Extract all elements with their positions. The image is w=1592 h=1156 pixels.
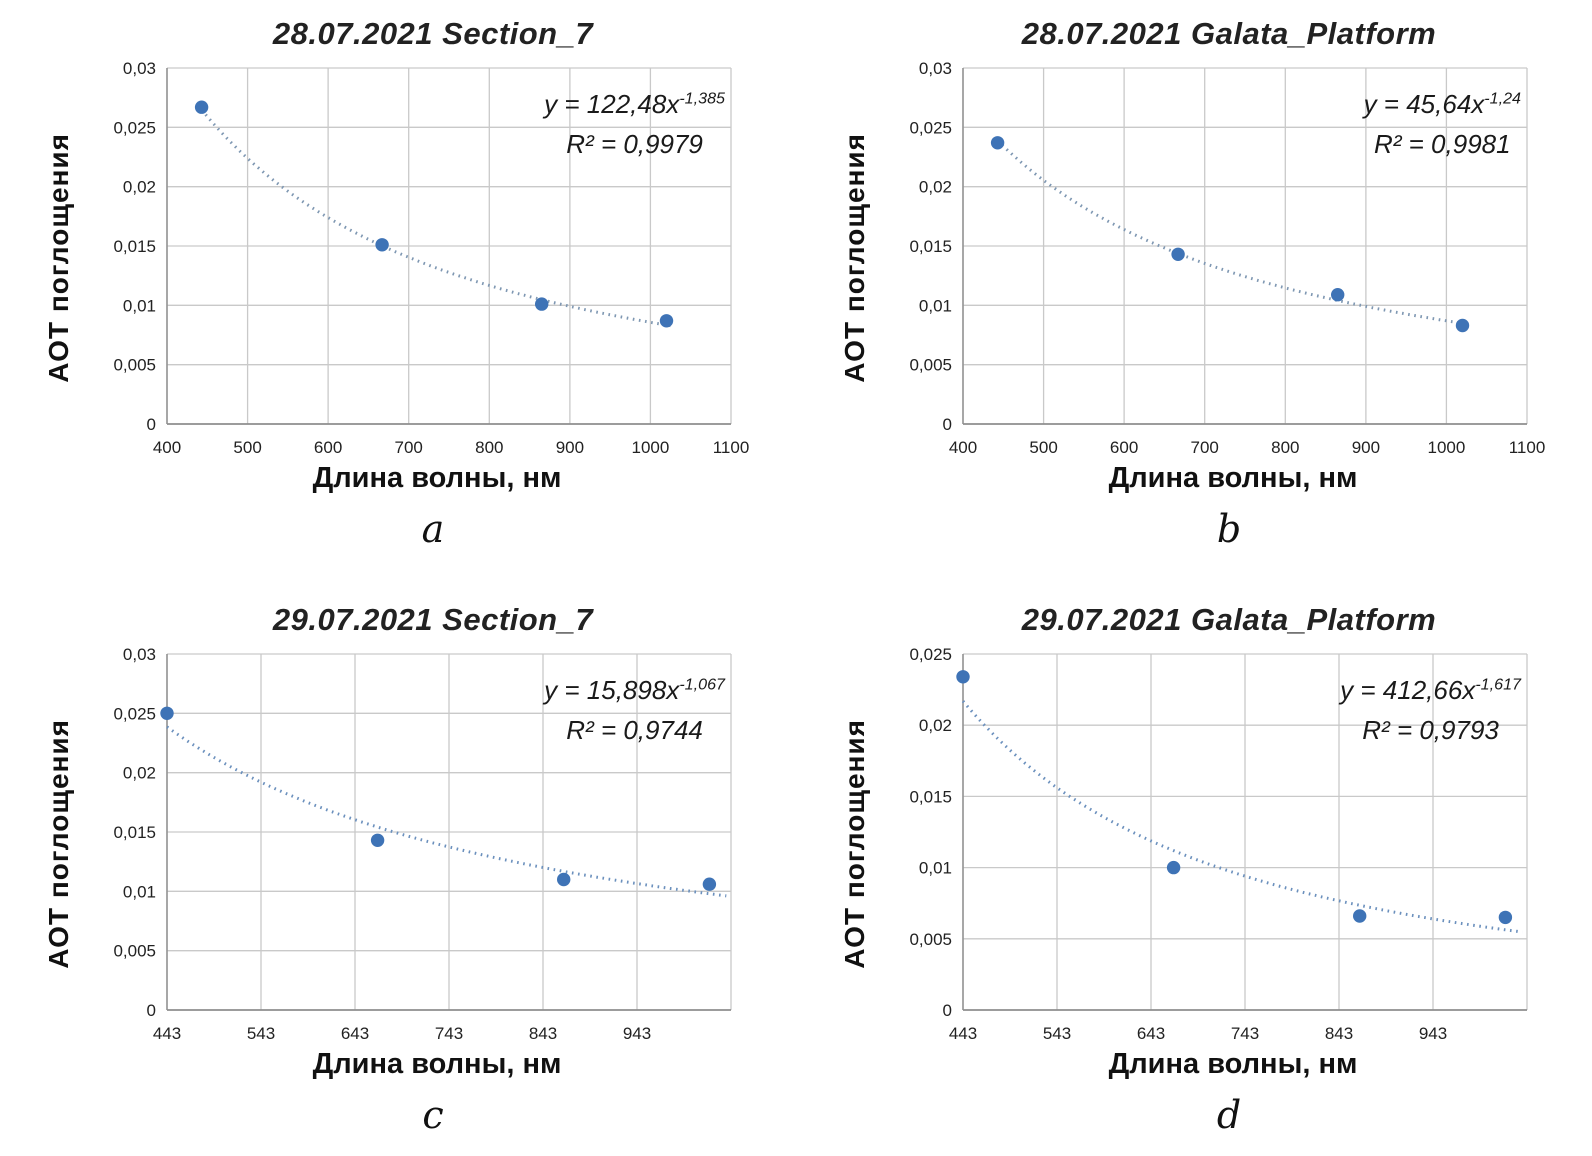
svg-text:0: 0 [147, 415, 156, 434]
svg-text:0,03: 0,03 [123, 645, 156, 664]
y-axis-title: АОТ поглощения [43, 719, 74, 969]
svg-text:400: 400 [949, 438, 977, 457]
svg-text:0,005: 0,005 [113, 356, 156, 375]
svg-text:543: 543 [1043, 1024, 1071, 1043]
svg-text:943: 943 [623, 1024, 651, 1043]
svg-text:443: 443 [153, 1024, 181, 1043]
y-axis-title: АОТ поглощения [839, 719, 870, 969]
plot-area: 0 0,005 0,01 0,015 0,02 0,025 443 543 643 743 843 9… [909, 645, 1528, 1043]
svg-text:0,005: 0,005 [909, 930, 952, 949]
plot-area: 0 0,005 0,01 0,015 0,02 0,025 0,03 400 500 600 700… [113, 59, 750, 457]
x-axis-title: Длина волны, нм [312, 462, 562, 494]
equation-r2: R² = 0,9981 [1373, 129, 1511, 160]
svg-text:0,005: 0,005 [909, 356, 952, 375]
trend-equation: y = 15,898x-1,067 R² = 0,9744 [544, 670, 725, 751]
svg-text:600: 600 [1110, 438, 1138, 457]
svg-text:0,02: 0,02 [123, 764, 156, 783]
svg-text:0,015: 0,015 [113, 823, 156, 842]
svg-text:0,015: 0,015 [909, 237, 952, 256]
chart-panel-d: 29.07.2021 Galata_Platform АОТ поглощени… [796, 560, 1592, 1156]
subfigure-letter: a [421, 507, 445, 551]
svg-text:543: 543 [247, 1024, 275, 1043]
svg-text:500: 500 [1029, 438, 1057, 457]
svg-text:700: 700 [1191, 438, 1219, 457]
trend-equation: y = 122,48x-1,385 R² = 0,9979 [544, 84, 725, 165]
svg-text:1000: 1000 [1427, 438, 1465, 457]
chart-body: АОТ поглощения 0 0,005 0,01 0,015 0,02 0,025 0… [833, 56, 1555, 460]
y-axis-title: АОТ поглощения [839, 133, 870, 383]
svg-text:700: 700 [395, 438, 423, 457]
svg-text:0,02: 0,02 [919, 178, 952, 197]
svg-text:0,025: 0,025 [113, 704, 156, 723]
svg-text:643: 643 [1137, 1024, 1165, 1043]
equation-r2: R² = 0,9744 [566, 715, 703, 746]
equation-r2: R² = 0,9793 [1362, 715, 1499, 746]
svg-text:0,015: 0,015 [113, 237, 156, 256]
svg-text:0,025: 0,025 [909, 118, 952, 137]
chart-body: АОТ поглощения 0 0,005 0,01 0,015 0,02 0,025 0… [37, 56, 759, 460]
svg-text:943: 943 [1419, 1024, 1447, 1043]
chart-title: 29.07.2021 Galata_Platform [1021, 602, 1437, 637]
x-axis-title: Длина волны, нм [1108, 462, 1358, 494]
plot-area: 0 0,005 0,01 0,015 0,02 0,025 0,03 443 543 643 743… [113, 645, 732, 1043]
svg-text:0,03: 0,03 [123, 59, 156, 78]
chart-title: 28.07.2021 Galata_Platform [1021, 16, 1437, 51]
svg-text:843: 843 [529, 1024, 557, 1043]
svg-text:0,015: 0,015 [909, 787, 952, 806]
svg-text:443: 443 [949, 1024, 977, 1043]
x-axis-title: Длина волны, нм [312, 1048, 562, 1080]
subfigure-letter: d [1216, 1093, 1242, 1137]
svg-text:0,025: 0,025 [909, 645, 952, 664]
chart-panel-b: 28.07.2021 Galata_Platform АОТ поглощени… [796, 0, 1592, 560]
y-axis-title: АОТ поглощения [43, 133, 74, 383]
svg-text:0: 0 [943, 415, 952, 434]
svg-text:643: 643 [341, 1024, 369, 1043]
chart-body: АОТ поглощения 0 0,005 0,01 0,015 0,02 0,025 0… [37, 642, 759, 1046]
svg-text:900: 900 [1352, 438, 1380, 457]
svg-text:1000: 1000 [631, 438, 669, 457]
svg-text:600: 600 [314, 438, 342, 457]
trend-equation: y = 45,64x-1,24 R² = 0,9981 [1364, 84, 1521, 165]
chart-title: 28.07.2021 Section_7 [272, 16, 594, 51]
svg-text:743: 743 [435, 1024, 463, 1043]
subfigure-letter: c [422, 1093, 444, 1137]
svg-text:0: 0 [147, 1001, 156, 1020]
svg-text:0,03: 0,03 [919, 59, 952, 78]
equation-r2: R² = 0,9979 [566, 129, 703, 160]
svg-text:1100: 1100 [713, 438, 750, 457]
equation-power: y = 15,898x-1,067 [544, 675, 725, 705]
svg-text:0,025: 0,025 [113, 118, 156, 137]
svg-text:0,01: 0,01 [919, 859, 952, 878]
svg-text:400: 400 [153, 438, 181, 457]
svg-text:0,01: 0,01 [123, 882, 156, 901]
subfigure-letter: b [1216, 507, 1242, 551]
svg-text:1100: 1100 [1509, 438, 1546, 457]
svg-text:800: 800 [475, 438, 503, 457]
chart-title: 29.07.2021 Section_7 [272, 602, 594, 637]
svg-text:500: 500 [233, 438, 261, 457]
svg-text:0,02: 0,02 [919, 716, 952, 735]
svg-text:0: 0 [943, 1001, 952, 1020]
equation-power: y = 412,66x-1,617 [1340, 675, 1521, 705]
svg-text:0,01: 0,01 [919, 296, 952, 315]
chart-panel-a: 28.07.2021 Section_7 АОТ поглощения 0 0,0… [0, 0, 796, 560]
svg-text:0,01: 0,01 [123, 296, 156, 315]
chart-body: АОТ поглощения 0 0,005 0,01 0,015 0,02 0,025 4… [833, 642, 1555, 1046]
svg-text:0,02: 0,02 [123, 178, 156, 197]
svg-text:743: 743 [1231, 1024, 1259, 1043]
equation-power: y = 45,64x-1,24 [1363, 89, 1521, 119]
x-axis-title: Длина волны, нм [1108, 1048, 1358, 1080]
svg-text:900: 900 [556, 438, 584, 457]
chart-panel-c: 29.07.2021 Section_7 АОТ поглощения 0 0,0… [0, 560, 796, 1156]
svg-text:843: 843 [1325, 1024, 1353, 1043]
plot-area: 0 0,005 0,01 0,015 0,02 0,025 0,03 400 500 600 700… [909, 59, 1546, 457]
svg-text:0,005: 0,005 [113, 942, 156, 961]
trend-equation: y = 412,66x-1,617 R² = 0,9793 [1340, 670, 1521, 751]
svg-text:800: 800 [1271, 438, 1299, 457]
equation-power: y = 122,48x-1,385 [544, 89, 725, 119]
